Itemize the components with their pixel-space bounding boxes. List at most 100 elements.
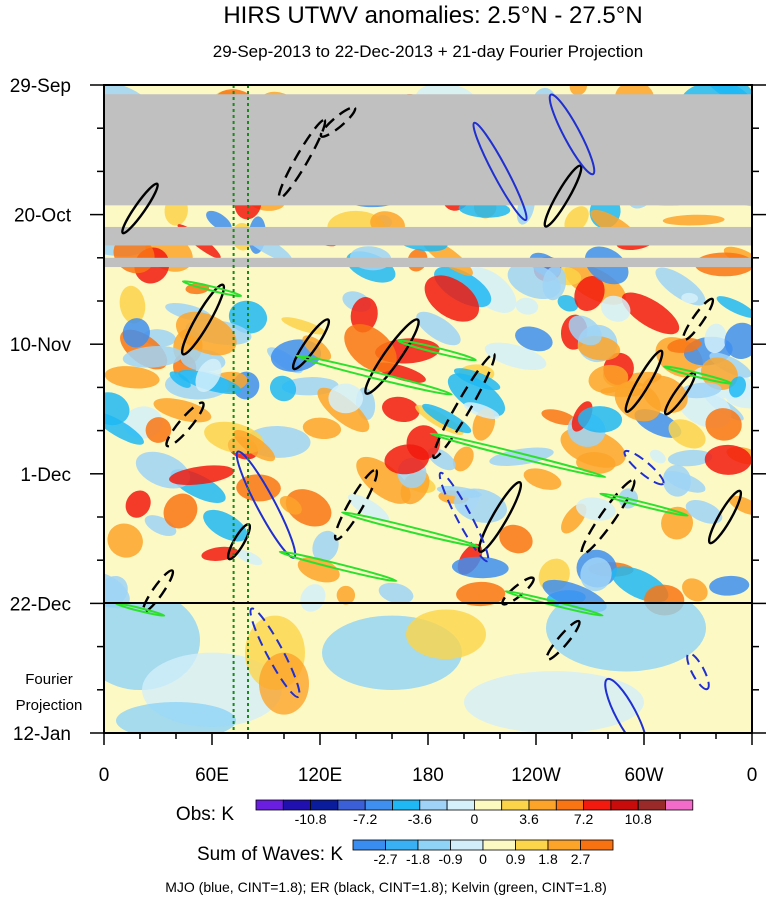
- er-contour: [165, 401, 205, 448]
- er-contour: [432, 352, 496, 460]
- cool-anomaly-patch: [600, 295, 631, 322]
- projection-label-line2: Projection: [16, 697, 83, 714]
- cool-anomaly-patch: [122, 318, 150, 348]
- warm-anomaly-patch: [564, 206, 589, 233]
- cool-anomaly-patch: [716, 296, 752, 318]
- warm-anomaly-patch: [279, 496, 302, 515]
- obs-colorbar-swatch: [392, 799, 421, 811]
- er-contour: [180, 283, 226, 356]
- obs-colorbar-swatch: [282, 799, 311, 811]
- obs-colorbar-swatch: [528, 799, 557, 811]
- cool-anomaly-patch: [300, 584, 326, 612]
- cool-anomaly-patch: [489, 447, 554, 467]
- kelvin-contour: [504, 590, 604, 617]
- warm-anomaly-patch: [297, 556, 340, 583]
- warm-anomaly-patch: [541, 409, 576, 426]
- cool-anomaly-patch: [122, 345, 184, 368]
- obs-colorbar-tick-label: 10.8: [625, 811, 652, 827]
- obs-colorbar-swatch: [364, 799, 393, 811]
- projection-wave-patch: [464, 671, 644, 733]
- cool-anomaly-patch: [416, 311, 461, 346]
- warm-anomaly-patch: [384, 444, 430, 475]
- cool-anomaly-patch: [704, 323, 727, 354]
- projection-wave-patch: [546, 603, 706, 672]
- cool-anomaly-patch: [557, 295, 579, 312]
- obs-colorbar-swatch: [337, 799, 366, 811]
- y-tick-label: 29-Sep: [10, 76, 71, 97]
- warm-anomaly-patch: [104, 366, 160, 389]
- er-contour: [681, 297, 715, 342]
- cool-anomaly-patch: [447, 373, 506, 417]
- y-tick-label: 12-Jan: [13, 724, 71, 745]
- warm-anomaly-patch: [145, 417, 172, 443]
- obs-colorbar-swatch: [665, 799, 694, 811]
- cool-anomaly-patch: [328, 383, 364, 414]
- er-contour: [624, 349, 664, 413]
- warm-anomaly-patch: [233, 430, 276, 462]
- projection-wave-patch: [406, 609, 486, 660]
- warm-anomaly-patch: [728, 495, 752, 516]
- mjo-contour: [623, 449, 665, 486]
- cool-anomaly-patch: [709, 575, 750, 596]
- warm-anomaly-patch: [499, 524, 533, 554]
- warm-anomaly-patch: [285, 489, 332, 527]
- cool-anomaly-patch: [515, 326, 553, 352]
- contour-legend: MJO (blue, CINT=1.8); ER (black, CINT=1.…: [165, 879, 607, 895]
- obs-colorbar-tick-label: 3.6: [519, 811, 539, 827]
- obs-colorbar-swatch: [555, 799, 584, 811]
- x-tick-label: 0: [747, 765, 758, 786]
- cool-anomaly-patch: [451, 556, 509, 579]
- obs-colorbar-label: Obs: K: [176, 804, 234, 825]
- warm-anomaly-patch: [621, 292, 680, 335]
- er-contour: [141, 569, 175, 613]
- warm-anomaly-patch: [163, 493, 198, 529]
- er-contour: [277, 118, 327, 200]
- warm-anomaly-patch: [119, 285, 146, 324]
- cool-anomaly-patch: [484, 342, 547, 371]
- cool-anomaly-patch: [312, 530, 339, 563]
- cool-anomaly-patch: [515, 297, 539, 315]
- waves-colorbar-tick-label: 2.7: [571, 851, 591, 867]
- x-tick-label: 180: [412, 765, 444, 786]
- kelvin-contour: [599, 492, 689, 517]
- obs-colorbar-swatch: [610, 799, 639, 811]
- cool-anomaly-patch: [681, 292, 699, 304]
- y-axis: 29-Sep 20-Oct 10-Nov 1-Dec 22-Dec 12-Jan: [10, 76, 766, 745]
- y-tick-label: 22-Dec: [10, 594, 71, 615]
- obs-colorbar-tick-label: -7.2: [353, 811, 377, 827]
- waves-colorbar-swatch: [580, 839, 614, 851]
- cool-anomaly-patch: [724, 322, 752, 360]
- kelvin-contour: [429, 432, 607, 479]
- cool-anomaly-patch: [507, 262, 561, 300]
- obs-colorbar-swatch: [583, 799, 612, 811]
- cool-anomaly-patch: [580, 557, 612, 592]
- cool-anomaly-patch: [206, 210, 232, 232]
- missing-data-band: [104, 226, 752, 246]
- missing-data-band: [104, 257, 752, 268]
- x-tick-label: 0: [99, 765, 110, 786]
- obs-colorbar-tick-label: 0: [471, 811, 479, 827]
- waves-colorbar-swatch: [482, 839, 516, 851]
- obs-colorbar-swatch: [501, 799, 530, 811]
- warm-anomaly-patch: [453, 446, 474, 472]
- mjo-contour: [438, 471, 490, 563]
- mjo-contour: [249, 607, 301, 699]
- waves-colorbar: Sum of Waves: K -2.7 -1.8 -0.9 0 0.9 1.8 2.7: [197, 839, 614, 867]
- cool-anomaly-patch: [169, 371, 191, 388]
- cool-anomaly-patch: [667, 449, 713, 467]
- er-contour: [543, 164, 583, 228]
- waves-colorbar-swatch: [385, 839, 419, 851]
- obs-colorbar-swatch: [255, 799, 284, 811]
- missing-data-band: [104, 94, 752, 206]
- warm-anomaly-patch: [424, 275, 480, 322]
- waves-colorbar-label: Sum of Waves: K: [197, 844, 343, 865]
- chart-title: HIRS UTWV anomalies: 2.5°N - 27.5°N: [223, 2, 642, 29]
- cool-anomaly-patch: [104, 392, 130, 426]
- cool-anomaly-patch: [144, 515, 177, 537]
- cool-anomaly-patch: [269, 375, 297, 402]
- er-contour: [121, 182, 159, 235]
- cool-anomaly-patch: [685, 499, 723, 524]
- x-axis: 0 60E 120E 180 120W 60W 0: [99, 733, 758, 786]
- waves-colorbar-tick-label: -0.9: [438, 851, 462, 867]
